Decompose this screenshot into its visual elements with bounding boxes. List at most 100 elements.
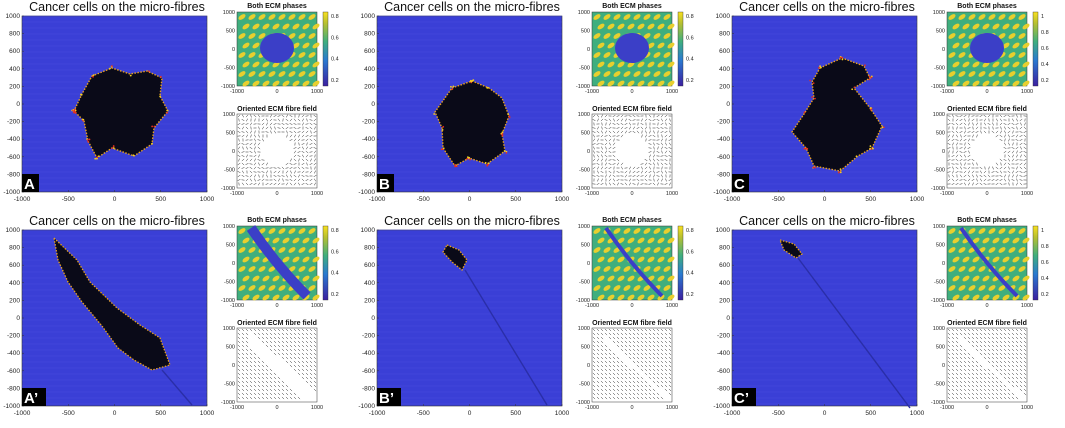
ecm-phase-map: 1000 500 0 -500 -1000-1000 0 1000 — [576, 10, 678, 95]
fibre-x-tick-label: 1000 — [1021, 191, 1033, 197]
y-tick-label: 800 — [364, 31, 375, 38]
main-plot: 1000 800 600 400 200 0 -200 -400 -600 -800 -1000-1… — [713, 13, 924, 203]
y-tick-label: 1000 — [6, 227, 21, 234]
fibre-plot-title: Oriented ECM fibre field — [592, 320, 672, 327]
y-tick-label: -1000 — [358, 189, 375, 196]
y-tick-label: -600 — [362, 368, 375, 375]
colorbar-tick-label: 0.8 — [331, 14, 339, 20]
tumour-mass — [53, 236, 171, 371]
ecm-x-tick-label: 0 — [630, 303, 633, 309]
colorbar-tick-label: 1 — [1041, 14, 1044, 20]
y-tick-label: 0 — [371, 315, 375, 322]
fibre-plot-title: Oriented ECM fibre field — [237, 106, 317, 113]
y-tick-label: -400 — [717, 136, 730, 143]
ecm-y-tick-label: -500 — [224, 66, 235, 72]
colorbar: 0.8 0.6 0.4 0.2 — [677, 11, 694, 87]
fibre-y-tick-label: 1000 — [223, 326, 235, 332]
fibre-x-tick-label: -1000 — [940, 405, 954, 411]
colorbar-tick-label: 0.6 — [331, 35, 339, 41]
main-plot-title: Cancer cells on the micro-fibres — [739, 214, 915, 228]
colorbar-tick-label: 0.2 — [1041, 78, 1049, 84]
fibre-field-plot: 1000 500 0 -500 -1000-1000 0 1000 — [221, 326, 323, 411]
x-tick-label: 0 — [113, 410, 117, 417]
colorbar-tick-label: 0.8 — [1041, 244, 1049, 250]
fibre-y-tick-label: 0 — [232, 363, 235, 369]
ecm-x-tick-label: 0 — [275, 303, 278, 309]
ecm-x-tick-label: -1000 — [230, 89, 244, 95]
y-tick-label: -200 — [7, 119, 20, 126]
fibre-x-tick-label: 1000 — [1021, 405, 1033, 411]
ecm-y-tick-label: 500 — [581, 29, 590, 35]
panel-letter: A — [22, 174, 39, 193]
ecm-x-tick-label: 1000 — [311, 303, 323, 309]
ecm-y-tick-label: 1000 — [578, 10, 590, 16]
colorbar-tick-label: 0.6 — [1041, 46, 1049, 52]
fibre-y-tick-label: 1000 — [933, 326, 945, 332]
ecm-y-tick-label: 1000 — [578, 224, 590, 230]
ecm-cleared-region — [604, 226, 664, 298]
x-tick-label: -500 — [62, 410, 75, 417]
ecm-x-tick-label: 1000 — [311, 89, 323, 95]
fibre-field-plot: 1000 500 0 -500 -1000-1000 0 1000 — [931, 326, 1033, 411]
colorbar-tick-label: 0.2 — [686, 292, 694, 298]
ecm-plot-title: Both ECM phases — [602, 3, 662, 10]
fibre-y-tick-label: 500 — [581, 131, 590, 137]
panel-figure: Cancer cells on the micro-fibres10008006… — [3, 0, 339, 203]
panel-figure: Cancer cells on the micro-fibres10008006… — [358, 214, 694, 417]
colorbar: 0.8 0.6 0.4 0.2 — [322, 11, 339, 87]
y-tick-label: 800 — [719, 245, 730, 252]
ecm-cleared-region — [260, 33, 294, 63]
y-tick-label: -800 — [717, 171, 730, 178]
panel-letter-text: B — [379, 176, 390, 193]
colorbar-tick-label: 0.4 — [1041, 276, 1049, 282]
ecm-y-tick-label: -1000 — [221, 298, 235, 304]
x-tick-label: -500 — [417, 410, 430, 417]
ecm-phase-map: 1000 500 0 -500 -1000-1000 0 1000 — [221, 10, 323, 95]
y-tick-label: -600 — [717, 154, 730, 161]
ecm-phase-map: 1000 500 0 -500 -1000-1000 0 1000 — [931, 224, 1033, 309]
colorbar: 0.8 0.6 0.4 0.2 — [677, 225, 694, 301]
y-tick-label: 600 — [719, 262, 730, 269]
main-plot-title: Cancer cells on the micro-fibres — [29, 214, 205, 228]
colorbar-tick-label: 0.6 — [686, 35, 694, 41]
y-tick-label: -400 — [362, 350, 375, 357]
x-tick-label: 500 — [510, 196, 521, 203]
fibre-plot-title: Oriented ECM fibre field — [592, 106, 672, 113]
colorbar-tick-label: 0.4 — [331, 57, 339, 63]
main-plot-title: Cancer cells on the micro-fibres — [384, 0, 560, 14]
y-tick-label: 1000 — [716, 227, 731, 234]
panel-letter-text: A — [24, 176, 35, 193]
y-tick-label: -800 — [7, 171, 20, 178]
panel-c-prime: Cancer cells on the micro-fibres 1000 800 6… — [710, 214, 1065, 428]
migration-trail — [797, 257, 911, 409]
y-tick-label: 200 — [719, 83, 730, 90]
fibre-y-tick-label: -500 — [224, 168, 235, 174]
fibre-x-tick-label: -1000 — [940, 191, 954, 197]
colorbar-tick-label: 0.2 — [331, 292, 339, 298]
fibre-x-tick-label: 0 — [985, 191, 988, 197]
panel-a-prime: Cancer cells on the micro-fibres 1000 800 6… — [0, 214, 355, 428]
ecm-cleared-region — [959, 226, 1019, 298]
y-tick-label: -600 — [7, 154, 20, 161]
y-tick-label: -600 — [7, 368, 20, 375]
ecm-y-tick-label: -1000 — [576, 84, 590, 90]
y-tick-label: 800 — [719, 31, 730, 38]
panel-figure: Cancer cells on the micro-fibres 1000 800 6… — [713, 214, 1049, 417]
main-plot-title: Cancer cells on the micro-fibres — [384, 214, 560, 228]
ecm-y-tick-label: 0 — [587, 47, 590, 53]
y-tick-label: 400 — [719, 280, 730, 287]
fibre-y-tick-label: 0 — [587, 363, 590, 369]
y-tick-label: 0 — [726, 101, 730, 108]
colorbar-tick-label: 0.8 — [686, 228, 694, 234]
fibre-x-tick-label: 0 — [275, 191, 278, 197]
fibre-x-tick-label: -1000 — [230, 405, 244, 411]
ecm-y-tick-label: 1000 — [223, 224, 235, 230]
x-tick-label: 1000 — [555, 196, 570, 203]
x-tick-label: 1000 — [910, 410, 925, 417]
ecm-y-tick-label: 0 — [587, 261, 590, 267]
x-tick-label: 0 — [113, 196, 117, 203]
panel-letter: B’ — [377, 388, 401, 407]
fibre-x-tick-label: -1000 — [585, 191, 599, 197]
y-tick-label: 800 — [9, 245, 20, 252]
fibre-y-tick-label: -500 — [579, 168, 590, 174]
